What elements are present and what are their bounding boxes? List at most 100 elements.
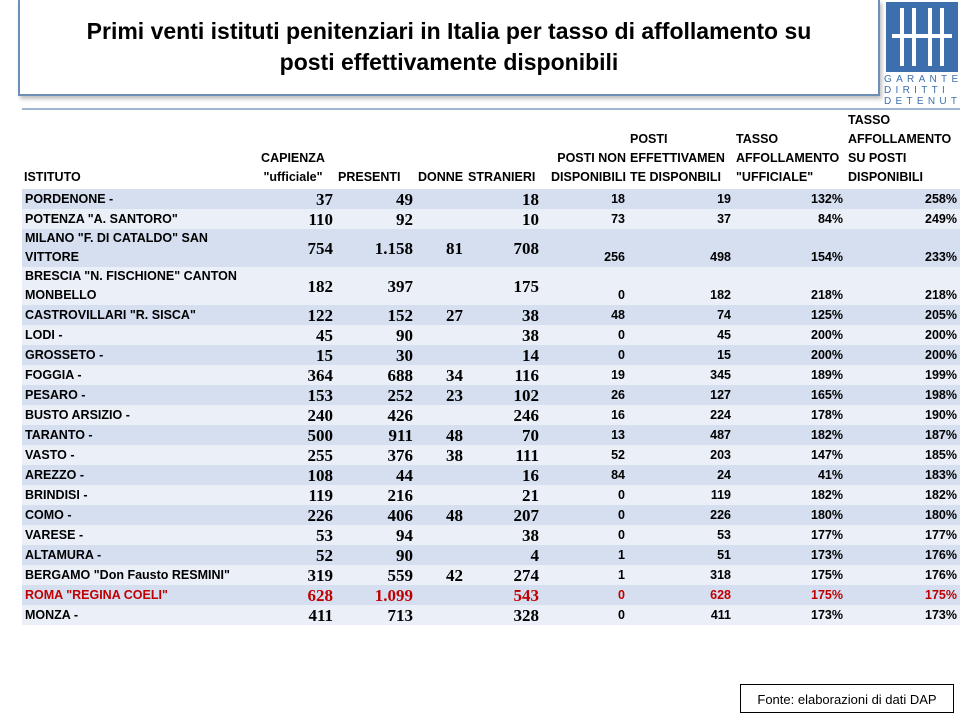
cell-capienza: 153 xyxy=(250,385,336,405)
cell-posti-non: 0 xyxy=(542,267,628,305)
cell-posti-eff: 51 xyxy=(628,545,734,565)
cell-posti-eff: 119 xyxy=(628,485,734,505)
table-row: BRESCIA "N. FISCHIONE" CANTON MONBELLO 18… xyxy=(22,267,960,305)
cell-stranieri: 175 xyxy=(466,267,542,305)
header-presenti: PRESENTI xyxy=(338,170,401,184)
cell-presenti: 49 xyxy=(336,189,416,209)
cell-presenti: 92 xyxy=(336,209,416,229)
logo-line-1: GARANTE xyxy=(884,74,960,85)
cell-tasso-uff: 165% xyxy=(734,385,846,405)
cell-presenti: 559 xyxy=(336,565,416,585)
table-row: TARANTO -500 911 48 70 13 487 182% 187% xyxy=(22,425,960,445)
cell-capienza: 754 xyxy=(250,229,336,267)
cell-posti-non: 13 xyxy=(542,425,628,445)
cell-stranieri: 38 xyxy=(466,525,542,545)
cell-tasso-disp: 200% xyxy=(846,345,960,365)
cell-donne xyxy=(416,525,466,545)
table-row: BERGAMO "Don Fausto RESMINI" 319 559 42 274 1… xyxy=(22,565,960,585)
cell-istituto: MONZA - xyxy=(22,605,250,625)
cell-tasso-uff: 154% xyxy=(734,229,846,267)
table-row: PORDENONE -37 49 18 18 19 132% 258% xyxy=(22,189,960,209)
cell-istituto: POTENZA "A. SANTORO" xyxy=(22,209,250,229)
cell-capienza: 119 xyxy=(250,485,336,505)
header-stranieri: STRANIERI xyxy=(468,170,536,184)
header-tasso-uff: TASSO AFFOLLAMENTO "UFFICIALE" xyxy=(736,132,840,184)
cell-posti-non: 0 xyxy=(542,505,628,525)
cell-istituto: AREZZO - xyxy=(22,465,250,485)
cell-donne xyxy=(416,267,466,305)
cell-tasso-disp: 180% xyxy=(846,505,960,525)
cell-capienza: 255 xyxy=(250,445,336,465)
cell-posti-non: 0 xyxy=(542,605,628,625)
header-posti-non: POSTI NON DISPONIBILI xyxy=(550,151,626,184)
cell-tasso-uff: 132% xyxy=(734,189,846,209)
cell-posti-eff: 318 xyxy=(628,565,734,585)
cell-posti-non: 52 xyxy=(542,445,628,465)
cell-posti-non: 1 xyxy=(542,545,628,565)
cell-posti-eff: 182 xyxy=(628,267,734,305)
table-row: PESARO -153 252 23 102 26 127 165% 198% xyxy=(22,385,960,405)
logo-text: GARANTE DIRITTI DETENUTI xyxy=(884,74,960,107)
cell-tasso-uff: 147% xyxy=(734,445,846,465)
header-capienza: CAPIENZA "ufficiale" xyxy=(261,151,325,184)
cell-capienza: 45 xyxy=(250,325,336,345)
logo-line-2: DIRITTI xyxy=(884,85,950,96)
cell-tasso-disp: 190% xyxy=(846,405,960,425)
title-box: Primi venti istituti penitenziari in Ita… xyxy=(18,0,880,96)
cell-donne: 38 xyxy=(416,445,466,465)
cell-istituto: BUSTO ARSIZIO - xyxy=(22,405,250,425)
cell-stranieri: 70 xyxy=(466,425,542,445)
cell-presenti: 152 xyxy=(336,305,416,325)
cell-donne: 48 xyxy=(416,425,466,445)
cell-presenti: 713 xyxy=(336,605,416,625)
cell-tasso-disp: 183% xyxy=(846,465,960,485)
cell-istituto: BRINDISI - xyxy=(22,485,250,505)
cell-tasso-uff: 173% xyxy=(734,605,846,625)
cell-capienza: 52 xyxy=(250,545,336,565)
cell-tasso-uff: 41% xyxy=(734,465,846,485)
cell-donne xyxy=(416,605,466,625)
cell-donne xyxy=(416,209,466,229)
cell-tasso-uff: 189% xyxy=(734,365,846,385)
cell-tasso-uff: 200% xyxy=(734,345,846,365)
cell-presenti: 426 xyxy=(336,405,416,425)
cell-istituto: GROSSETO - xyxy=(22,345,250,365)
table-row: BRINDISI -119 216 21 0 119 182% 182% xyxy=(22,485,960,505)
cell-stranieri: 21 xyxy=(466,485,542,505)
cell-capienza: 37 xyxy=(250,189,336,209)
cell-tasso-disp: 249% xyxy=(846,209,960,229)
cell-donne: 48 xyxy=(416,505,466,525)
cell-tasso-uff: 218% xyxy=(734,267,846,305)
cell-tasso-disp: 218% xyxy=(846,267,960,305)
cell-tasso-uff: 178% xyxy=(734,405,846,425)
cell-tasso-disp: 199% xyxy=(846,365,960,385)
cell-donne xyxy=(416,545,466,565)
cell-stranieri: 543 xyxy=(466,585,542,605)
cell-presenti: 376 xyxy=(336,445,416,465)
cell-tasso-uff: 173% xyxy=(734,545,846,565)
cell-posti-eff: 15 xyxy=(628,345,734,365)
cell-tasso-disp: 198% xyxy=(846,385,960,405)
cell-tasso-uff: 180% xyxy=(734,505,846,525)
cell-posti-non: 0 xyxy=(542,485,628,505)
cell-posti-eff: 628 xyxy=(628,585,734,605)
cell-posti-non: 1 xyxy=(542,565,628,585)
cell-presenti: 44 xyxy=(336,465,416,485)
cell-tasso-disp: 177% xyxy=(846,525,960,545)
cell-stranieri: 111 xyxy=(466,445,542,465)
cell-posti-non: 0 xyxy=(542,585,628,605)
cell-capienza: 500 xyxy=(250,425,336,445)
cell-posti-non: 18 xyxy=(542,189,628,209)
cell-tasso-uff: 175% xyxy=(734,585,846,605)
cell-presenti: 216 xyxy=(336,485,416,505)
table-header-row: ISTITUTO CAPIENZA "ufficiale" PRESENTI D… xyxy=(22,111,960,189)
cell-posti-non: 0 xyxy=(542,325,628,345)
cell-capienza: 122 xyxy=(250,305,336,325)
cell-istituto: LODI - xyxy=(22,325,250,345)
cell-tasso-disp: 176% xyxy=(846,545,960,565)
cell-tasso-uff: 182% xyxy=(734,425,846,445)
cell-donne xyxy=(416,485,466,505)
cell-istituto: BRESCIA "N. FISCHIONE" CANTON MONBELLO xyxy=(22,267,250,305)
cell-posti-eff: 411 xyxy=(628,605,734,625)
cell-presenti: 911 xyxy=(336,425,416,445)
